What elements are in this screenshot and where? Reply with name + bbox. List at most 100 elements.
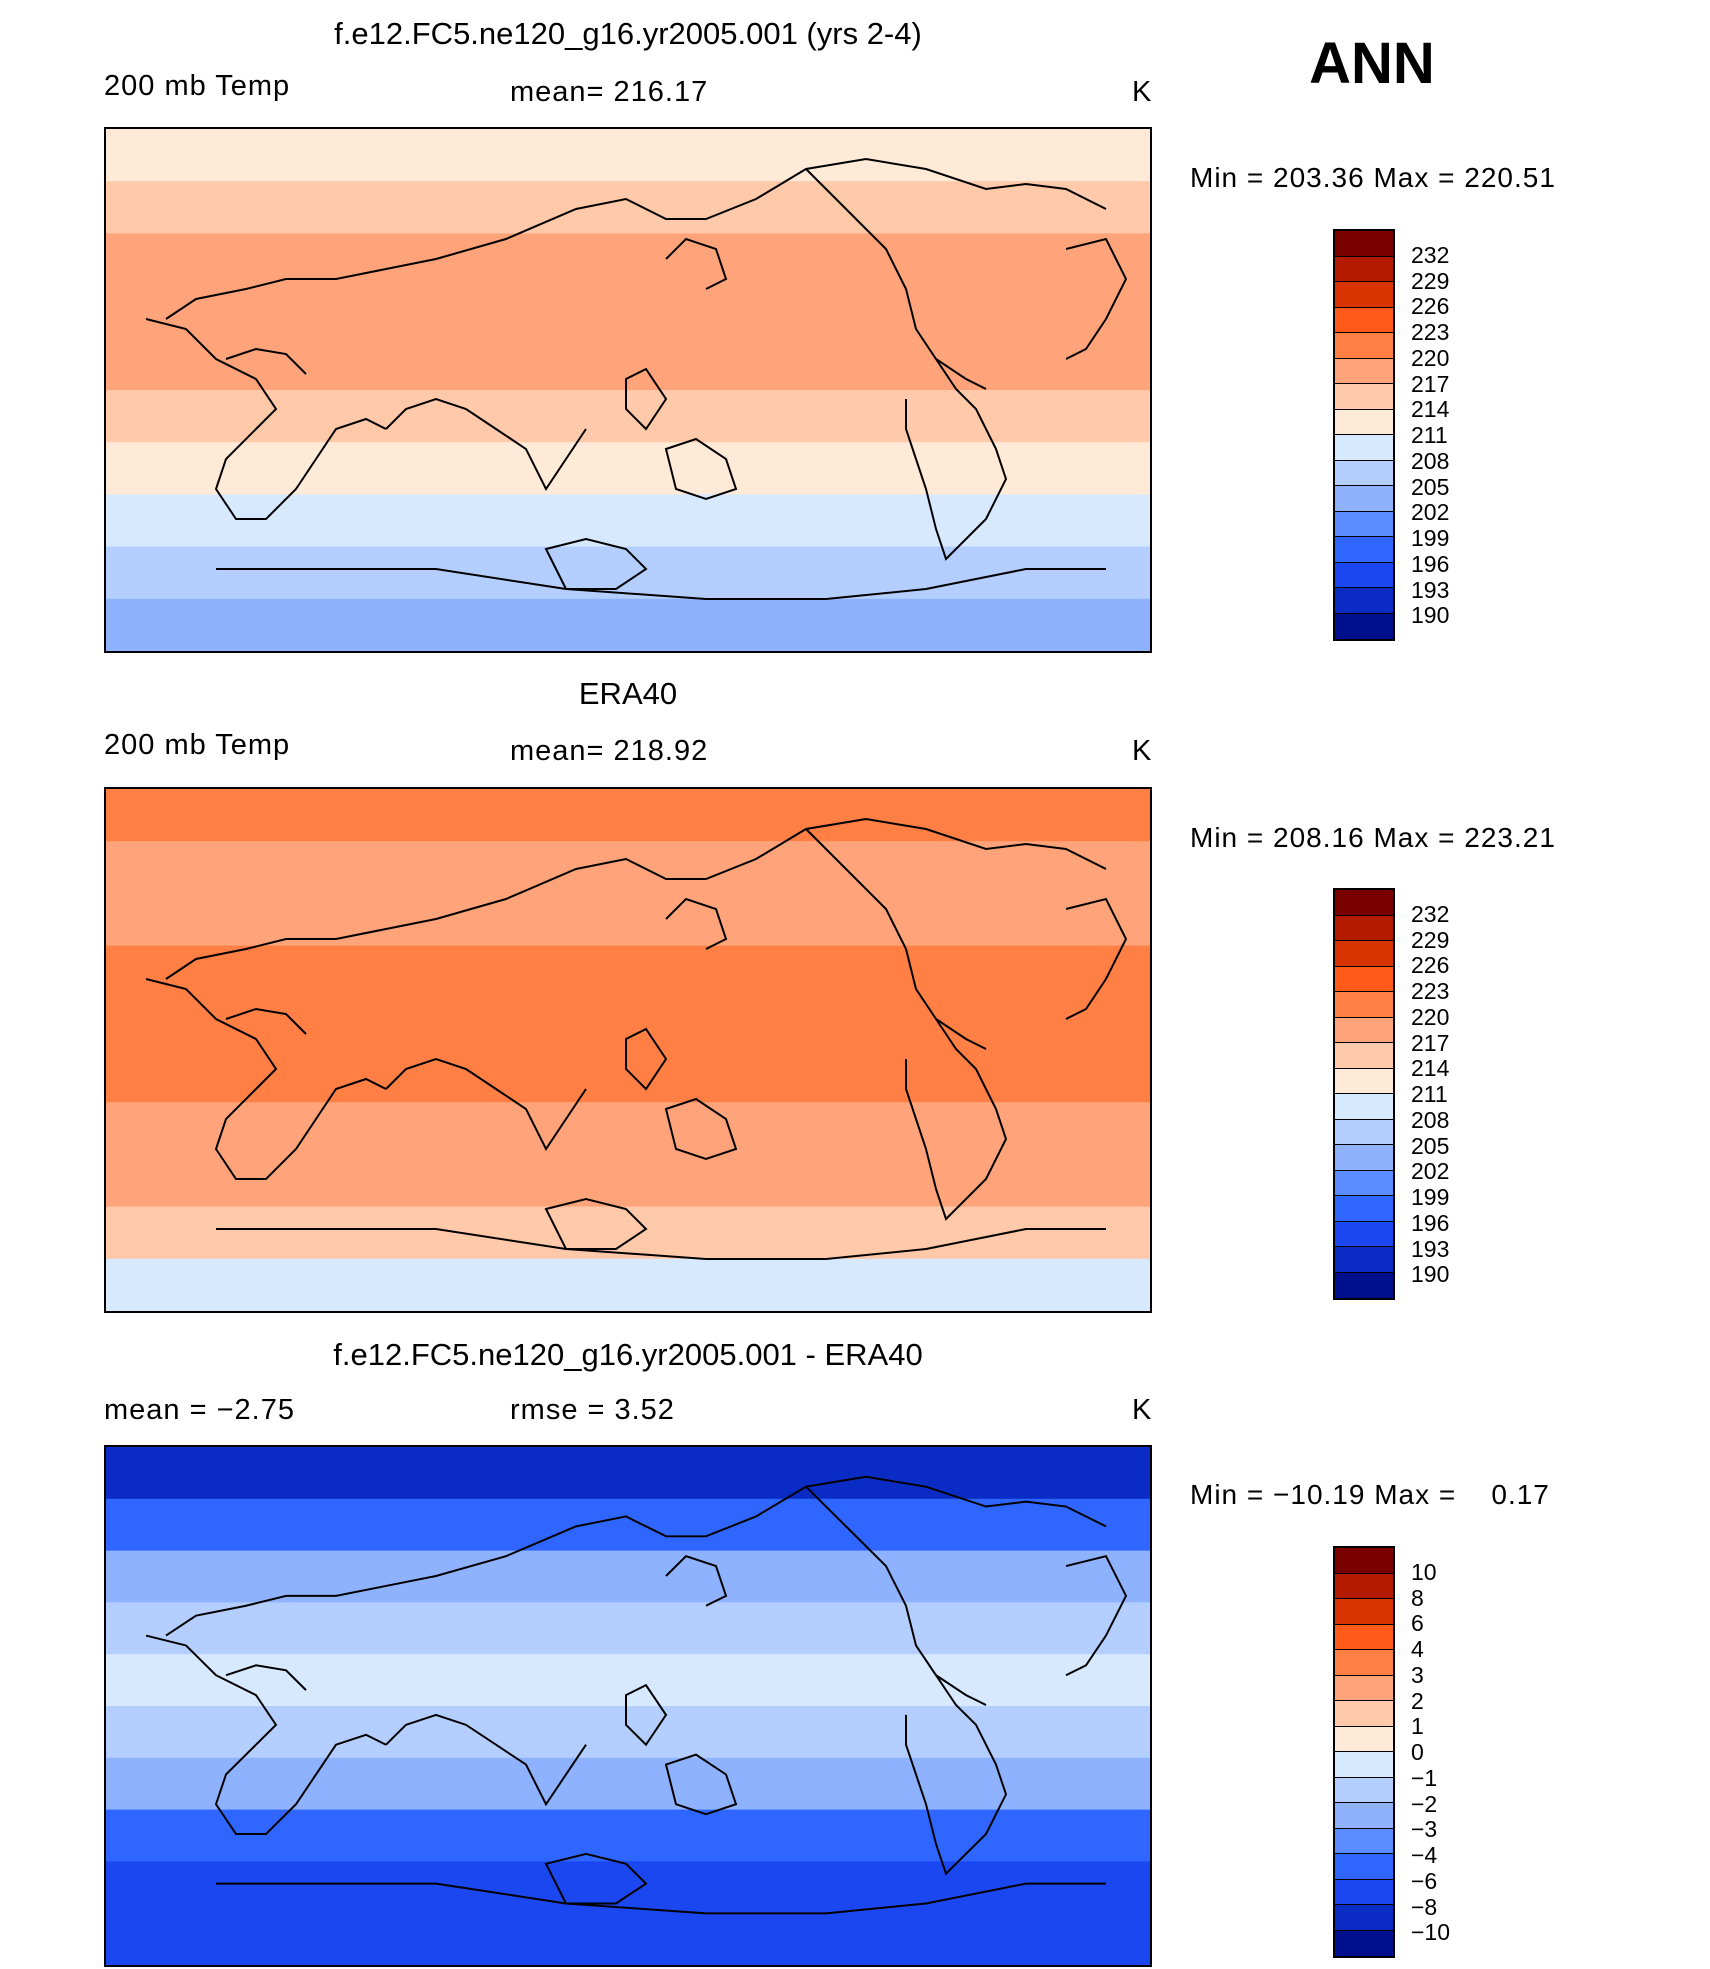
map-field-band [106,1206,1150,1260]
panel2-title: ERA40 [578,676,678,711]
colorbar-label: 223 [1411,319,1450,345]
colorbar-label: −4 [1411,1842,1438,1868]
colorbar-cell [1335,1930,1393,1956]
colorbar-cell [1335,1170,1393,1196]
colorbar-cell [1335,588,1393,614]
map-field-band [106,546,1150,600]
map-field-band [106,841,1150,895]
colorbar-cell [1335,1548,1393,1574]
colorbar-label: 208 [1411,1106,1450,1133]
map-field-band [106,893,1150,947]
colorbar-label: 205 [1411,473,1450,500]
coastline-path [625,1683,668,1747]
colorbar-cell [1335,992,1393,1018]
coastline-path [165,157,1107,320]
colorbar-cell [1335,1599,1393,1625]
map-field-band [106,1258,1150,1311]
colorbar-cell [1335,1272,1393,1298]
colorbar-label: −8 [1411,1893,1438,1920]
colorbar-label: 3 [1411,1661,1424,1688]
coastline-path [664,1753,738,1816]
colorbar-cell [1335,1068,1393,1094]
panel2-units: K [1132,735,1153,767]
coastline-path [805,828,987,1050]
colorbar-label: −10 [1411,1919,1451,1946]
colorbar-label: 208 [1411,447,1450,474]
map-field-band [106,1757,1150,1811]
coastline-path [165,817,1107,980]
coastline-path [805,1485,987,1706]
panel3-map [104,1445,1152,1967]
colorbar-cell [1335,613,1393,639]
coastline-path [385,1057,587,1151]
panel2-map-svg [106,789,1150,1311]
panel2-map [104,787,1152,1313]
colorbar-cell [1335,384,1393,410]
coastline-path [905,1018,1008,1221]
panel1-map [104,127,1152,653]
map-field-band [106,1050,1150,1104]
colorbar-label: 223 [1411,978,1450,1004]
map-field-band [106,1447,1150,1500]
colorbar-label: 0 [1411,1739,1424,1765]
panel2-variable-label: 200 mb Temp [104,729,291,761]
coastline-path [225,1664,307,1691]
season-label: ANN [1309,31,1435,96]
map-field-band [106,390,1150,444]
colorbar-label: 214 [1411,1055,1450,1082]
colorbar-cell [1335,1247,1393,1273]
colorbar-cell [1335,1573,1393,1599]
colorbar-label: −1 [1411,1764,1438,1791]
map-field-band [106,1809,1150,1863]
coastline-path [805,168,987,390]
colorbar-cell [1335,1145,1393,1171]
panel3-mean-label: mean = −2.75 [104,1394,295,1426]
colorbar-cell [1335,1017,1393,1043]
colorbar-label: 211 [1411,422,1448,448]
colorbar-label: 199 [1411,525,1450,551]
colorbar-cell [1335,307,1393,333]
coastline-path [145,1634,387,1836]
coastline-path [905,358,1008,561]
panel1-units: K [1132,76,1153,108]
coastline-path [145,318,387,520]
colorbar-cell [1335,231,1393,257]
panel3-minmax: Min = −10.19 Max = 0.17 [1190,1479,1550,1510]
colorbar-label: 205 [1411,1132,1450,1159]
coastline-path [625,1027,668,1091]
panel1-minmax: Min = 203.36 Max = 220.51 [1190,162,1556,193]
coastline-path [665,237,728,290]
colorbar-label: 211 [1411,1081,1448,1107]
colorbar-cell [1335,915,1393,941]
map-field-band [106,997,1150,1051]
colorbar-label: −2 [1411,1790,1438,1817]
colorbar-label: 220 [1411,1003,1450,1030]
colorbar-cell [1335,1726,1393,1752]
colorbar-label: 217 [1411,370,1450,397]
panel3-rmse-label: rmse = 3.52 [510,1394,675,1426]
colorbar-cell [1335,435,1393,461]
colorbar-cell [1335,409,1393,435]
panel1-variable-label: 200 mb Temp [104,70,291,102]
map-field-band [106,494,1150,548]
map-field-band [106,1861,1150,1915]
colorbar-cell [1335,1905,1393,1931]
colorbar-cell [1335,460,1393,486]
panel1-mean-label: mean= 216.17 [510,76,709,108]
colorbar-cell [1335,1803,1393,1829]
coastline-path [664,1097,738,1161]
coastline-path [165,1475,1107,1637]
coastline-path [385,1713,587,1807]
colorbar-cell [1335,1196,1393,1222]
colorbar-cell [1335,1043,1393,1069]
colorbar-label: 229 [1411,267,1450,294]
coastline-path [625,367,668,431]
colorbar-label: −3 [1411,1816,1438,1843]
colorbar-label: 1 [1411,1713,1424,1740]
colorbar-label: 229 [1411,926,1450,953]
colorbar-label: 193 [1411,576,1450,603]
colorbar-cell [1335,1752,1393,1778]
colorbar-label: 232 [1411,900,1450,927]
panel2-minmax: Min = 208.16 Max = 223.21 [1190,822,1556,853]
colorbar-label: 193 [1411,1235,1450,1262]
